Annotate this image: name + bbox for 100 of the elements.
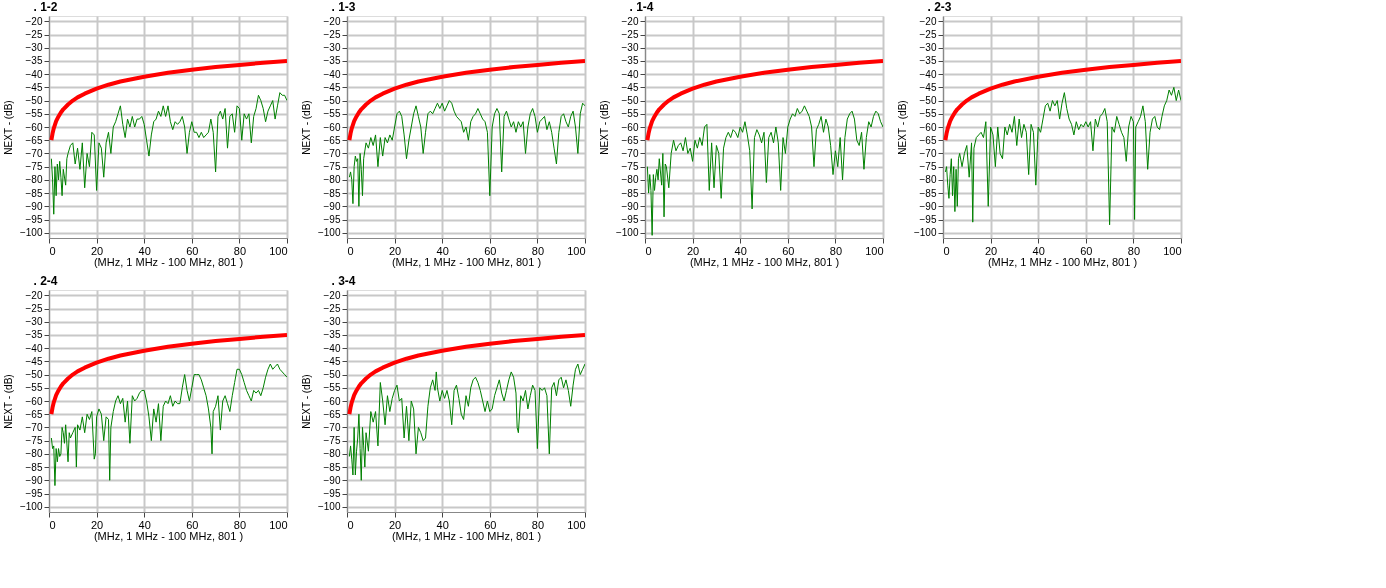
x-axis-title: (MHz, 1 MHz - 100 MHz, 801 ) (689, 255, 840, 268)
x-tick-label: 40 (1032, 244, 1045, 257)
y-tick-label: −90 (25, 200, 43, 212)
x-tick-label: 0 (347, 244, 354, 257)
line-series (49, 332, 287, 417)
y-tick-label: −30 (25, 42, 43, 54)
y-tick-label: −85 (25, 187, 43, 199)
chart-title: . 1-4 (629, 0, 654, 14)
line-series (347, 58, 585, 143)
y-tick-label: −95 (323, 214, 341, 225)
y-tick-label: −25 (323, 29, 341, 40)
line-series (348, 100, 585, 207)
y-tick-label: −85 (25, 461, 43, 473)
y-tick-label: −20 (621, 15, 639, 27)
x-tick-label: 100 (567, 518, 586, 531)
y-tick-label: −45 (323, 355, 341, 367)
y-tick-label: −60 (621, 121, 639, 133)
y-tick-label: −60 (323, 395, 341, 407)
x-tick-label: 60 (484, 518, 497, 531)
y-tick-label: −55 (323, 108, 341, 120)
y-tick-label: −100 (19, 227, 43, 239)
y-tick-label: −40 (25, 342, 43, 354)
x-tick-label: 80 (531, 518, 545, 531)
x-tick-label: 20 (388, 518, 402, 531)
y-tick-label: −45 (25, 355, 43, 367)
chart-title: . 2-4 (33, 274, 58, 288)
y-tick-label: −35 (25, 329, 43, 341)
y-tick-label: −55 (621, 108, 639, 120)
y-tick-label: −35 (919, 55, 937, 67)
y-tick-label: −80 (25, 174, 43, 186)
y-tick-label: −25 (25, 303, 43, 314)
y-tick-label: −60 (919, 121, 937, 133)
x-axis-title: (MHz, 1 MHz - 100 MHz, 801 ) (391, 529, 542, 542)
y-tick-label: −45 (25, 81, 43, 93)
line-series (645, 58, 883, 143)
y-tick-label: −40 (323, 68, 341, 80)
y-tick-label: −95 (323, 488, 341, 499)
chart-title: . 2-3 (927, 0, 952, 14)
line-series (348, 363, 585, 481)
y-tick-label: −25 (621, 29, 639, 40)
y-tick-label: −85 (919, 187, 937, 199)
x-tick-label: 0 (49, 518, 56, 531)
x-tick-label: 20 (984, 244, 998, 257)
y-tick-label: −80 (25, 448, 43, 460)
y-tick-label: −35 (621, 55, 639, 67)
x-tick-label: 0 (347, 518, 354, 531)
x-tick-label: 100 (865, 244, 884, 257)
y-tick-label: −50 (25, 95, 43, 107)
y-tick-label: −100 (615, 227, 639, 239)
y-tick-label: −100 (19, 501, 43, 513)
y-tick-label: −75 (25, 161, 43, 173)
line-series (944, 86, 1181, 226)
x-tick-label: 40 (436, 518, 449, 531)
y-tick-label: −75 (919, 161, 937, 173)
y-tick-label: −60 (25, 395, 43, 407)
y-tick-label: −45 (919, 81, 937, 93)
x-tick-label: 40 (138, 518, 151, 531)
y-tick-label: −60 (323, 121, 341, 133)
x-tick-label: 40 (734, 244, 747, 257)
y-tick-label: −20 (323, 15, 341, 27)
y-tick-label: −75 (25, 435, 43, 447)
y-tick-label: −55 (25, 382, 43, 394)
y-tick-label: −20 (323, 289, 341, 301)
line-series (943, 58, 1181, 143)
y-tick-label: −30 (25, 316, 43, 328)
x-tick-label: 20 (90, 518, 104, 531)
y-axis-title: NEXT - (dB) (2, 100, 14, 155)
y-tick-label: −95 (919, 214, 937, 225)
y-tick-label: −40 (323, 342, 341, 354)
y-tick-label: −35 (323, 329, 341, 341)
x-axis-title: (MHz, 1 MHz - 100 MHz, 801 ) (987, 255, 1138, 268)
x-tick-label: 20 (686, 244, 700, 257)
y-tick-label: −50 (25, 369, 43, 381)
x-tick-label: 80 (531, 244, 545, 257)
x-tick-label: 20 (388, 244, 402, 257)
x-tick-label: 80 (829, 244, 843, 257)
y-tick-label: −50 (323, 95, 341, 107)
x-tick-label: 80 (233, 244, 247, 257)
y-tick-label: −100 (913, 227, 937, 239)
y-tick-label: −85 (621, 187, 639, 199)
y-tick-label: −95 (25, 488, 43, 499)
y-tick-label: −80 (919, 174, 937, 186)
y-axis-title: NEXT - (dB) (598, 100, 610, 155)
x-tick-label: 60 (186, 518, 199, 531)
y-tick-label: −20 (25, 289, 43, 301)
y-tick-label: −90 (323, 200, 341, 212)
y-tick-label: −70 (323, 421, 341, 433)
y-tick-label: −90 (621, 200, 639, 212)
y-tick-label: −40 (621, 68, 639, 80)
y-tick-label: −50 (621, 95, 639, 107)
x-tick-label: 40 (138, 244, 151, 257)
x-tick-label: 0 (645, 244, 652, 257)
y-tick-label: −30 (621, 42, 639, 54)
y-axis-title: NEXT - (dB) (2, 374, 14, 429)
y-tick-label: −90 (323, 474, 341, 486)
y-tick-label: −45 (621, 81, 639, 93)
y-axis-title: NEXT - (dB) (896, 100, 908, 155)
line-series (49, 58, 287, 143)
x-tick-label: 100 (269, 244, 288, 257)
chart-title: . 3-4 (331, 274, 356, 288)
